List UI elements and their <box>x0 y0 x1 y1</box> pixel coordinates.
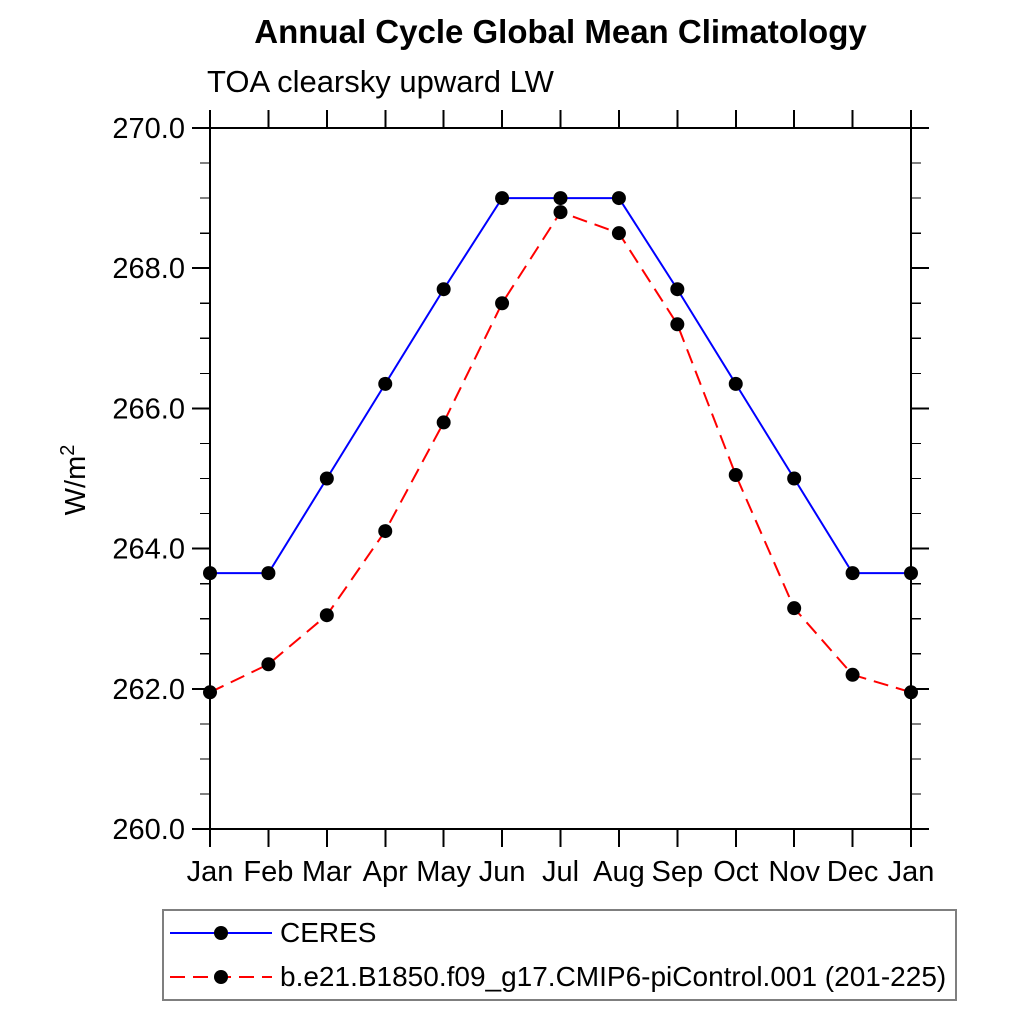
x-tick-label: Jun <box>479 856 526 888</box>
data-point <box>845 566 860 581</box>
data-point <box>904 685 918 700</box>
series-line-model <box>209 210 912 694</box>
data-point <box>845 667 860 682</box>
data-point <box>378 376 393 391</box>
data-point <box>553 191 568 206</box>
data-point <box>728 467 743 482</box>
y-tick-label: 266.0 <box>112 393 185 425</box>
ceres-legend-sample-icon <box>170 926 272 940</box>
x-tick-label: May <box>416 856 471 888</box>
data-point <box>670 282 685 297</box>
ceres-marker-sample <box>214 926 228 940</box>
x-tick-label: Feb <box>243 856 293 888</box>
y-tick-label: 262.0 <box>112 674 185 706</box>
y-tick-label: 264.0 <box>112 534 185 566</box>
data-point <box>436 282 451 297</box>
x-tick-label: Aug <box>593 856 645 888</box>
series-markers-ceres <box>203 191 918 581</box>
y-tick-label: 268.0 <box>112 253 185 285</box>
data-point <box>904 566 918 581</box>
x-tick-label: Jul <box>542 856 579 888</box>
data-point <box>319 608 334 623</box>
chart-subtitle: TOA clearsky upward LW <box>207 64 554 99</box>
data-point <box>495 191 510 206</box>
data-point <box>728 376 743 391</box>
data-point <box>787 601 802 616</box>
legend: CERES b.e21.B1850.f09_g17.CMIP6-piContro… <box>162 909 957 1001</box>
data-point <box>319 471 334 486</box>
model-marker-sample <box>214 970 228 984</box>
data-point <box>436 415 451 430</box>
data-point <box>203 566 217 581</box>
data-point <box>203 685 217 700</box>
data-point <box>670 317 685 332</box>
data-point <box>378 524 393 539</box>
x-tick-label: Jan <box>888 856 935 888</box>
legend-label-ceres: CERES <box>280 917 377 948</box>
y-tick-label: 260.0 <box>112 814 185 846</box>
x-tick-label: Dec <box>827 856 879 888</box>
x-tick-label: Apr <box>363 856 408 888</box>
x-tick-label: Sep <box>652 856 704 888</box>
data-point <box>553 205 568 220</box>
x-tick-label: Oct <box>713 856 758 888</box>
model-legend-sample-icon <box>170 970 272 984</box>
data-point <box>611 226 626 241</box>
series-markers-model <box>203 205 918 700</box>
chart-title: Annual Cycle Global Mean Climatology <box>254 13 867 50</box>
x-tick-label: Nov <box>768 856 820 888</box>
axis-ticks <box>192 110 929 847</box>
y-tick-label: 270.0 <box>112 113 185 145</box>
legend-label-model: b.e21.B1850.f09_g17.CMIP6-piControl.001 … <box>280 961 947 992</box>
series-line-ceres <box>210 197 911 575</box>
data-point <box>261 566 276 581</box>
data-point <box>787 471 802 486</box>
legend-entry-ceres: CERES <box>164 911 955 955</box>
legend-entry-model: b.e21.B1850.f09_g17.CMIP6-piControl.001 … <box>164 955 955 999</box>
x-tick-label: Mar <box>302 856 352 888</box>
data-point <box>611 191 626 206</box>
x-tick-label: Jan <box>187 856 234 888</box>
data-point <box>261 657 276 672</box>
axis-tick-labels: 260.0 262.0 264.0 266.0 268.0 270.0 Jan Feb Mar A… <box>112 113 934 888</box>
data-point <box>495 296 510 311</box>
plot-frame <box>209 127 912 830</box>
